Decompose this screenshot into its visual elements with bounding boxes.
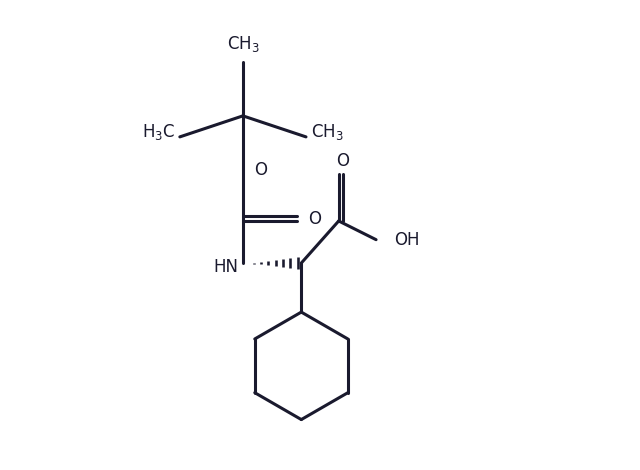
Text: CH$_3$: CH$_3$	[227, 34, 259, 55]
Text: O: O	[255, 161, 268, 179]
Text: CH$_3$: CH$_3$	[310, 122, 344, 142]
Text: H$_3$C: H$_3$C	[142, 122, 175, 142]
Text: O: O	[308, 210, 321, 227]
Text: HN: HN	[213, 258, 238, 276]
Text: O: O	[336, 152, 349, 170]
Text: OH: OH	[394, 231, 419, 249]
